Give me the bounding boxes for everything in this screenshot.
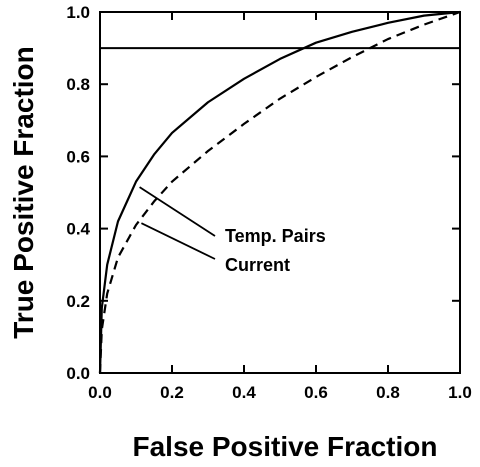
x-tick-label: 0.2	[160, 383, 184, 402]
x-axis-ticks: 0.0 0.2 0.4 0.6 0.8 1.0	[88, 12, 472, 402]
y-tick-label: 0.6	[66, 147, 90, 166]
x-tick-label: 0.8	[376, 383, 400, 402]
plot-frame	[99, 11, 461, 374]
y-tick-label: 0.8	[66, 75, 90, 94]
x-tick-label: 0.4	[232, 383, 256, 402]
x-tick-label: 0.0	[88, 383, 112, 402]
x-tick-label: 1.0	[448, 383, 472, 402]
x-axis-title: False Positive Fraction	[133, 431, 438, 462]
annotation-label: Temp. Pairs	[225, 226, 326, 246]
y-axis-title: True Positive Fraction	[8, 46, 39, 339]
annotation-leader-line	[139, 186, 216, 237]
annotation-leader-line	[141, 222, 216, 260]
series-line-current	[98, 10, 461, 374]
annotation-group: Temp. Pairs Current	[139, 186, 326, 275]
y-tick-label: 0.2	[66, 292, 90, 311]
y-tick-label: 0.4	[66, 220, 90, 239]
y-tick-label: 0.0	[66, 364, 90, 383]
y-axis-ticks: 0.0 0.2 0.4 0.6 0.8 1.0	[66, 3, 460, 383]
series-group	[98, 10, 461, 374]
annotation-label: Current	[225, 255, 290, 275]
y-tick-label: 1.0	[66, 3, 90, 22]
x-tick-label: 0.6	[304, 383, 328, 402]
series-line-temp-pairs	[98, 10, 461, 374]
